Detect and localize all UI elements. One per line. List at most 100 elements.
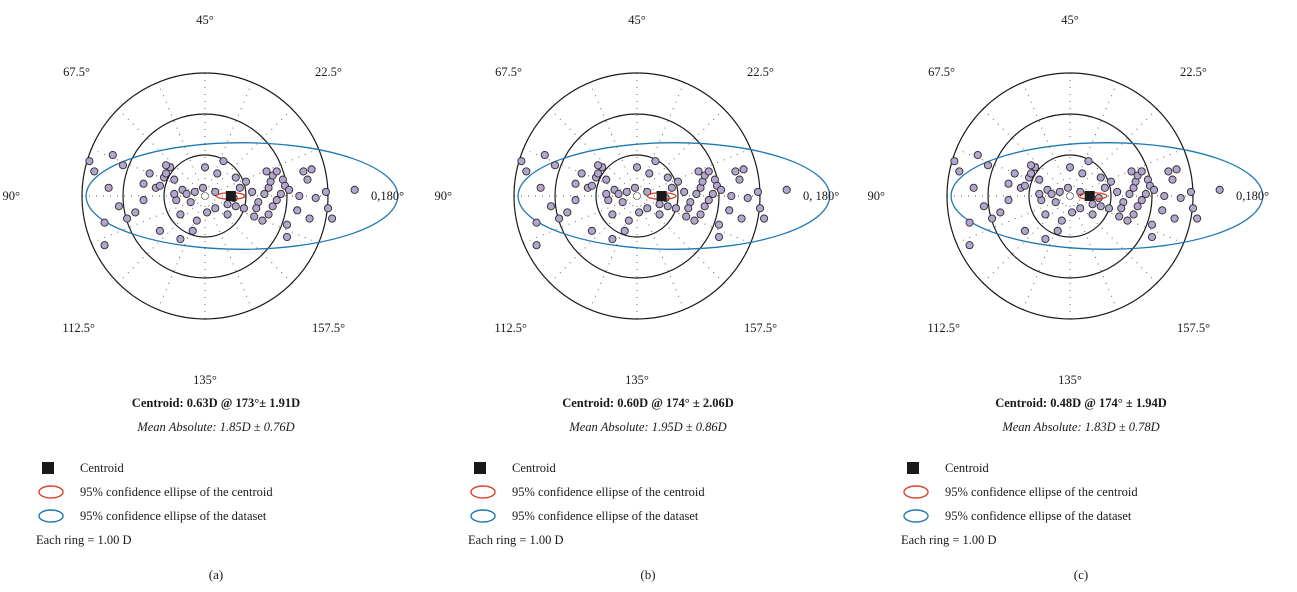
centroid-summary: Centroid: 0.63D @ 173°± 1.91D [131,396,301,410]
dataset-confidence-ellipse [85,142,399,250]
data-point [131,208,140,217]
data-point [536,183,545,192]
angle-label-top-left: 67.5° [495,65,522,79]
legend-dataset-ellipse-label: 95% confidence ellipse of the dataset [945,508,1132,523]
data-point [1088,200,1097,209]
data-point [1057,216,1066,225]
data-point [1020,226,1029,235]
ring-scale-note: Each ring = 1.00 D [901,532,997,547]
data-point [1158,206,1167,215]
legend-centroid-ellipse-label: 95% confidence ellipse of the centroid [945,484,1138,499]
legend-centroid-ellipse-label: 95% confidence ellipse of the centroid [512,484,705,499]
data-point [231,202,240,211]
angle-label-bottom-left: 112.5° [927,321,960,335]
data-point [1065,163,1075,172]
data-point [725,206,734,215]
data-point [1088,210,1097,219]
angle-label-top-right: 22.5° [1180,65,1207,79]
legend-centroid-ellipse-label: 95% confidence ellipse of the centroid [80,484,273,499]
data-point [213,169,222,178]
mean-absolute-summary: Mean Absolute: 1.95D ± 0.86D [569,420,727,434]
data-point [311,193,320,203]
data-point [1168,175,1177,184]
data-point [211,204,220,213]
data-point [235,183,244,192]
polar-plot-c: 45° 67.5° 22.5° 90° 0,180° 112.5° 157.5° 135° [868,13,1270,387]
panel-label: (b) [640,567,656,582]
data-point [782,185,791,194]
angle-label-top-right: 22.5° [315,65,342,79]
angle-label-bottom: 135° [193,373,217,387]
data-point [258,216,267,225]
data-point [1172,165,1181,174]
data-point [1055,187,1064,196]
data-point [602,189,611,198]
mean-absolute-summary: Mean Absolute: 1.83D ± 0.78D [1002,420,1160,434]
data-point [753,187,763,196]
data-point [743,193,752,203]
panel-c: 45° 67.5° 22.5° 90° 0,180° 112.5° 157.5° 135° C… [865,0,1297,592]
data-point [170,175,179,184]
red-ellipse-icon [903,485,929,499]
ring-1 [595,154,679,238]
data-point [284,185,294,194]
ring-3 [513,72,761,320]
data-point [1147,232,1157,242]
data-point [1041,234,1050,244]
data-point [663,173,672,182]
data-point [139,179,148,188]
polar-plot-b: 45° 67.5° 22.5° 90° 0, 180° 112.5° 157.5° 135° [435,13,840,387]
ring-scale-note: Each ring = 1.00 D [468,532,564,547]
ring-3 [81,72,329,320]
data-point [1106,177,1116,186]
data-point [655,200,664,209]
ring-1 [163,154,247,238]
data-point [1096,202,1105,211]
data-point [1096,173,1105,182]
data-point [1117,204,1126,213]
data-point [282,232,292,242]
legend-centroid-label: Centroid [945,460,989,475]
data-point [563,208,572,217]
data-point [950,157,959,166]
blue-ellipse-icon [470,509,496,523]
data-point [200,163,210,172]
ring-2 [554,113,720,279]
data-point [350,185,359,194]
data-point [241,177,251,186]
red-ellipse-icon [470,485,496,499]
centroid-square-icon [907,462,919,474]
data-point [690,216,699,225]
angle-label-bottom-right: 157.5° [312,321,345,335]
legend-centroid: Centroid [468,456,705,480]
data-point [673,177,683,186]
data-point [608,234,617,244]
data-point [716,185,726,194]
data-point [248,187,257,196]
data-point [1129,210,1138,219]
angle-label-top: 45° [628,13,646,27]
data-point [622,187,631,196]
data-point [608,210,617,219]
data-point [170,189,179,198]
blue-ellipse-icon [38,509,64,523]
data-point [593,161,603,170]
data-point [708,189,717,198]
data-point [546,202,555,211]
data-point [624,216,633,225]
panel-label: (a) [208,567,224,582]
data-point [176,210,185,219]
data-point [602,175,611,184]
data-point [587,226,596,235]
data-point [295,191,304,201]
data-point [731,167,740,176]
panel-a: 45° 67.5° 22.5° 90° 0,180° 112.5° 157.5° 135° C… [0,0,432,592]
data-point [680,187,689,196]
data-point [190,187,199,196]
data-point [85,157,94,166]
data-point [192,216,201,225]
centroid-marker [225,191,236,201]
data-point [979,202,988,211]
angle-label-right: 0,180° [1236,189,1269,203]
data-point [1127,167,1136,176]
